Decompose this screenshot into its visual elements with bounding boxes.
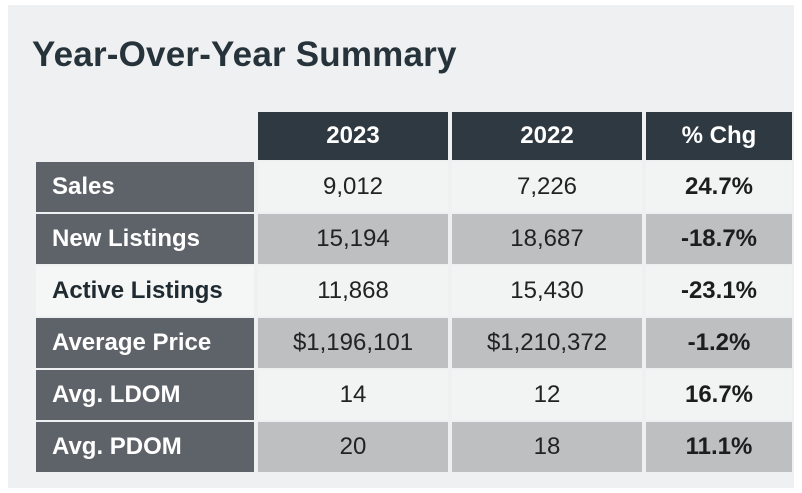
cell-avg-ldom-2022: 12 <box>452 370 642 420</box>
page-title: Year-Over-Year Summary <box>32 35 457 74</box>
cell-new-listings-2023: 15,194 <box>258 214 448 264</box>
cell-average-price-2022: $1,210,372 <box>452 318 642 368</box>
cell-new-listings-2022: 18,687 <box>452 214 642 264</box>
cell-sales-2023: 9,012 <box>258 162 448 212</box>
cell-avg-pdom-2023: 20 <box>258 422 448 472</box>
cell-average-price-2023: $1,196,101 <box>258 318 448 368</box>
cell-active-listings-change: -23.1% <box>646 266 792 316</box>
cell-active-listings-2023: 11,868 <box>258 266 448 316</box>
cell-sales-2022: 7,226 <box>452 162 642 212</box>
row-label-sales: Sales <box>36 162 254 212</box>
column-header-2023: 2023 <box>258 112 448 160</box>
cell-active-listings-2022: 15,430 <box>452 266 642 316</box>
row-label-avg-pdom: Avg. PDOM <box>36 422 254 472</box>
cell-avg-pdom-2022: 18 <box>452 422 642 472</box>
row-label-avg-ldom: Avg. LDOM <box>36 370 254 420</box>
column-header-2022: 2022 <box>452 112 642 160</box>
cell-new-listings-change: -18.7% <box>646 214 792 264</box>
summary-panel: Year-Over-Year Summary 2023 2022 % Chg S… <box>8 5 794 488</box>
cell-avg-pdom-change: 11.1% <box>646 422 792 472</box>
row-label-active-listings: Active Listings <box>36 266 254 316</box>
cell-sales-change: 24.7% <box>646 162 792 212</box>
cell-avg-ldom-2023: 14 <box>258 370 448 420</box>
row-label-new-listings: New Listings <box>36 214 254 264</box>
cell-avg-ldom-change: 16.7% <box>646 370 792 420</box>
summary-table: 2023 2022 % Chg Sales 9,012 7,226 24.7% … <box>36 112 794 472</box>
row-label-average-price: Average Price <box>36 318 254 368</box>
cell-average-price-change: -1.2% <box>646 318 792 368</box>
column-header-pct-change: % Chg <box>646 112 792 160</box>
